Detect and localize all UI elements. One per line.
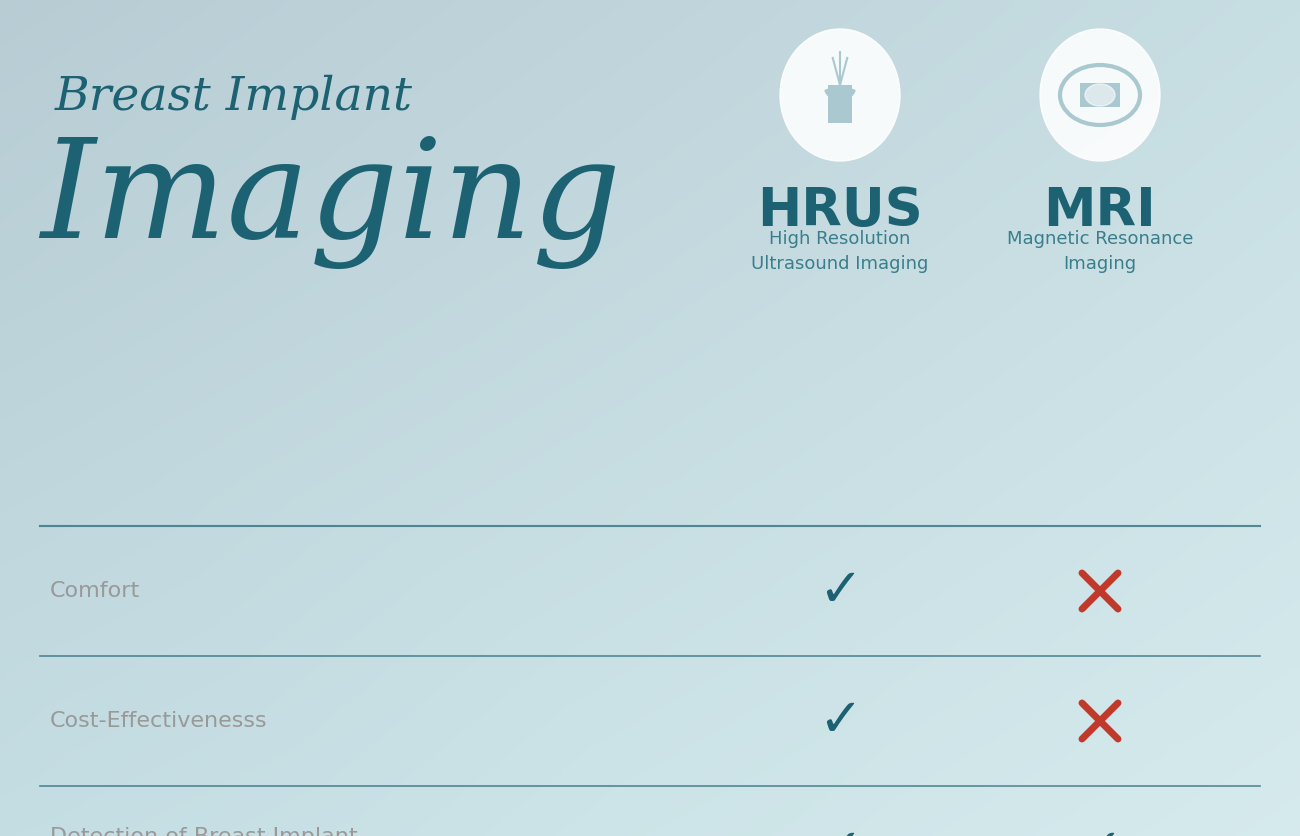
Text: ✓: ✓ [818, 695, 862, 747]
Text: Imaging: Imaging [40, 135, 621, 269]
Text: Magnetic Resonance
Imaging: Magnetic Resonance Imaging [1006, 230, 1193, 273]
Bar [1080, 83, 1121, 107]
Text: Cost-Effectivenesss: Cost-Effectivenesss [49, 711, 268, 731]
Bar [828, 85, 852, 123]
Text: HRUS: HRUS [757, 185, 923, 237]
Ellipse shape [1040, 29, 1160, 161]
Text: High Resolution
Ultrasound Imaging: High Resolution Ultrasound Imaging [751, 230, 928, 273]
Text: Comfort: Comfort [49, 581, 140, 601]
Ellipse shape [1086, 84, 1115, 106]
Text: Detection of Breast Implant
Shell Failure: Detection of Breast Implant Shell Failur… [49, 827, 358, 836]
Text: ✓: ✓ [1078, 825, 1122, 836]
Text: ✓: ✓ [818, 825, 862, 836]
Wedge shape [826, 89, 855, 101]
Text: Breast Implant: Breast Implant [55, 75, 413, 120]
Text: ✓: ✓ [818, 565, 862, 617]
Ellipse shape [780, 29, 900, 161]
Text: MRI: MRI [1044, 185, 1157, 237]
